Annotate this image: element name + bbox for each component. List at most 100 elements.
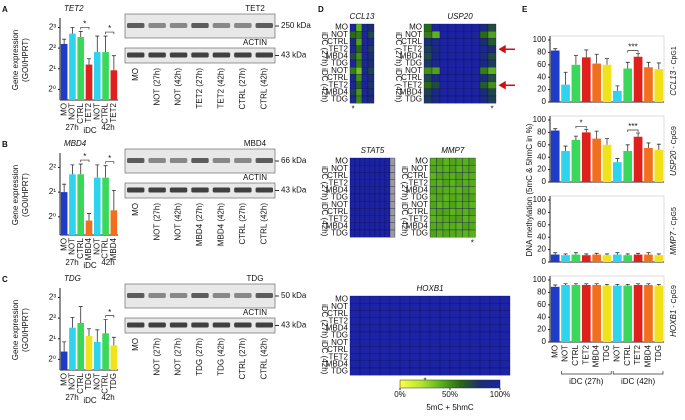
error-bar: [636, 283, 641, 285]
heatmap-cell: [359, 360, 371, 369]
panel-letter: A: [2, 5, 8, 14]
heatmap-cell: [479, 331, 491, 340]
row-label: TDG: [405, 95, 422, 104]
heatmap-cell: [471, 59, 481, 68]
heatmap-cell: [409, 310, 421, 318]
bar: [85, 220, 93, 235]
bar: [85, 64, 93, 100]
row-label: TDG: [411, 193, 428, 202]
lane-label: TDG (27h): [195, 338, 204, 376]
heatmap-cell: [379, 172, 386, 180]
heatmap-cell: [463, 74, 473, 82]
heatmap-cell: [455, 59, 465, 68]
heatmap-cell: [369, 186, 376, 195]
bar: [561, 284, 570, 342]
heatmap-cell: [462, 229, 470, 238]
y-axis-label: (GOI/HPRT): [21, 38, 30, 82]
y-tick-label: 0: [542, 337, 547, 346]
heatmap-cell: [479, 324, 491, 333]
chart-title: TDG: [64, 274, 81, 283]
heatmap-cell: [374, 222, 381, 231]
heatmap-cell: [367, 59, 375, 68]
heatmap-cell: [361, 74, 369, 82]
heatmap-cell: [361, 95, 369, 104]
heatmap-cell: [479, 310, 491, 318]
row-label: MBD4: [406, 186, 429, 195]
heatmap-cell: [447, 74, 457, 82]
heatmap-cell: [349, 179, 356, 187]
heatmap-cell: [384, 201, 391, 209]
bar: [561, 84, 570, 102]
blot-band: [191, 158, 209, 163]
lane-label: NOT (27h): [152, 203, 161, 241]
heatmap-cell: [439, 360, 451, 369]
error-bar: [615, 158, 620, 163]
significance-bracket: [105, 161, 115, 164]
heatmap-cell: [419, 346, 431, 354]
colorbar-tick-label: 50%: [442, 390, 458, 399]
group-label: 42h: [101, 393, 114, 402]
heatmap-cell: [431, 23, 441, 32]
heatmap-cell: [349, 172, 356, 180]
heatmap-cell: [389, 201, 396, 209]
heatmap-cell: [409, 367, 421, 376]
heatmap-cell: [468, 193, 476, 202]
heatmap-cell: [436, 222, 444, 231]
heatmap-cell: [429, 157, 437, 166]
x-tick-label: NOT: [561, 345, 570, 362]
heatmap-cell: [429, 229, 437, 238]
lane-label: TDG (42h): [217, 338, 226, 376]
heatmap-cell: [462, 215, 470, 223]
error-bar: [584, 283, 589, 285]
row-group-label: iDC (27h): [320, 32, 329, 67]
bar: [110, 70, 118, 100]
lane-label: CTRL (27h): [238, 338, 247, 380]
heatmap-title: STAT5: [361, 146, 385, 155]
heatmap-cell: [462, 208, 470, 216]
row-label: NOT: [411, 200, 428, 209]
heatmap-cell: [349, 222, 356, 231]
bar: [93, 177, 101, 235]
heatmap-cell: [354, 172, 361, 180]
heatmap-cell: [379, 222, 386, 231]
row-label: TDG: [405, 59, 422, 68]
row-label: CTRL: [401, 73, 422, 82]
heatmap-cell: [479, 23, 489, 32]
y-tick-label: 40: [537, 152, 546, 161]
heatmap-cell: [384, 165, 391, 173]
band-size: 250 kDa: [281, 21, 311, 30]
chart-title-gene: CCL13: [669, 70, 678, 95]
heatmap-cell: [499, 310, 511, 318]
heatmap-cell: [419, 324, 431, 333]
heatmap-cell: [389, 310, 401, 318]
heatmap-cell: [349, 67, 357, 75]
heatmap-cell: [449, 215, 457, 223]
row-label: NOT: [331, 164, 348, 173]
row-label: TET2: [328, 80, 348, 89]
heatmap-cell: [459, 353, 471, 361]
heatmap-cell: [361, 52, 369, 61]
heatmap-cell: [463, 23, 473, 32]
chart-subtitle: - CpG5: [671, 207, 678, 230]
heatmap-cell: [355, 31, 363, 39]
heatmap-cell: [364, 186, 371, 195]
heatmap-cell: [389, 165, 396, 173]
blot-band: [255, 293, 273, 298]
heatmap-cell: [364, 229, 371, 238]
heatmap-cell: [364, 222, 371, 231]
heatmap-cell: [455, 45, 465, 53]
bar: [581, 132, 591, 182]
heatmap-cell: [379, 201, 386, 209]
bar: [93, 341, 101, 370]
error-bar: [70, 27, 75, 34]
heatmap-cell: [447, 52, 457, 61]
chart-title-gene: USP20: [669, 150, 678, 176]
heatmap-cell: [349, 23, 357, 32]
significance-bracket: [105, 31, 115, 35]
heatmap-cell: [399, 303, 411, 311]
heatmap-note: *: [351, 104, 354, 113]
heatmap-cell: [455, 95, 465, 104]
heatmap-cell: [463, 95, 473, 104]
y-tick-label: 40: [537, 232, 546, 241]
row-label: TET2: [328, 44, 348, 53]
